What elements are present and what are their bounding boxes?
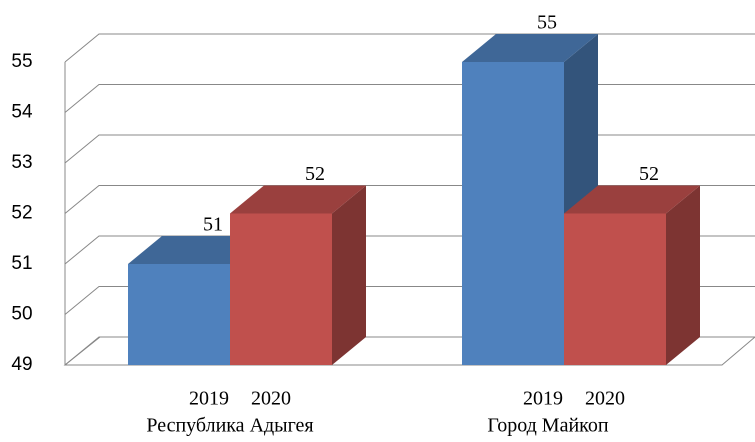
bar [462,62,564,365]
value-label: 52 [305,163,325,185]
bar-side [332,185,366,365]
bar [230,213,332,365]
bar-top [462,34,598,62]
y-tick-label: 52 [11,203,32,224]
bar-top [230,185,366,214]
y-tick-label: 53 [11,152,32,173]
y-tick-label: 49 [11,354,32,375]
value-label: 51 [203,214,223,236]
y-tick-label: 50 [11,304,32,325]
series-label: 2019 [523,388,563,410]
series-label: 2020 [585,388,625,410]
value-label: 52 [639,163,659,185]
grid-line [64,134,755,164]
y-tick-label: 54 [11,102,33,123]
y-tick-label: 51 [11,253,32,274]
series-label: 2020 [251,388,291,410]
bar [128,264,230,365]
bar [564,213,666,365]
value-label: 55 [537,12,557,34]
series-label: 2019 [189,388,229,410]
bar-side [666,185,700,365]
grid-line [64,84,755,113]
grid-line [64,33,755,63]
bar-top [564,185,700,214]
x-tick-label: Республика Адыгея [146,415,313,437]
y-tick-label: 55 [11,51,32,72]
x-tick-label: Город Майкоп [487,415,608,437]
